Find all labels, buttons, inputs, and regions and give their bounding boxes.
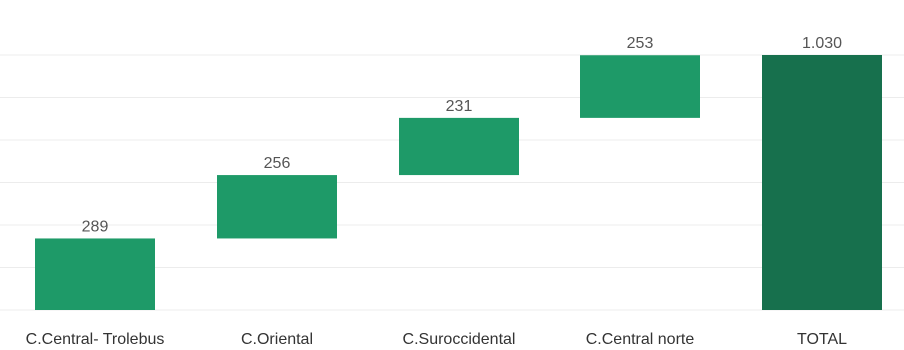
bar-step	[580, 55, 700, 118]
category-label: C.Oriental	[241, 331, 313, 348]
category-label: C.Central norte	[586, 331, 695, 348]
value-label: 231	[446, 98, 473, 115]
value-label: 253	[627, 35, 654, 52]
bars	[35, 55, 882, 310]
value-label: 289	[82, 218, 109, 235]
bar-step	[217, 175, 337, 239]
bar-step	[35, 238, 155, 310]
category-label: C.Suroccidental	[403, 331, 516, 348]
category-label: C.Central- Trolebus	[26, 331, 165, 348]
value-labels: 289 256 231 253 1.030	[82, 35, 842, 235]
bar-step	[399, 117, 519, 176]
category-labels: C.Central- Trolebus C.Oriental C.Suroccide…	[26, 331, 848, 348]
value-label: 1.030	[802, 35, 842, 52]
value-label: 256	[264, 155, 291, 172]
category-label: TOTAL	[797, 331, 847, 348]
bar-total	[762, 55, 882, 310]
